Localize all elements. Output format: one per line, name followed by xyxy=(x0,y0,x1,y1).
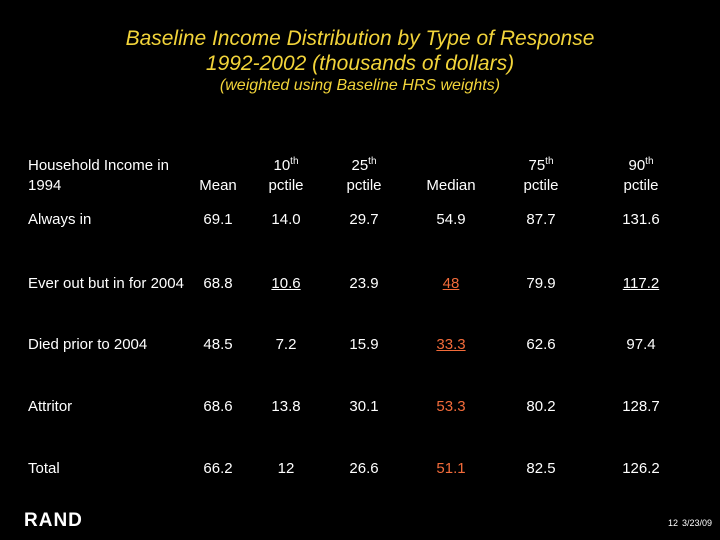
table-row: Total 66.2 12 26.6 51.1 82.5 126.2 xyxy=(26,448,696,490)
cell-25th: 30.1 xyxy=(349,398,379,415)
slide-title-line1: Baseline Income Distribution by Type of … xyxy=(125,27,595,50)
income-distribution-table: Household Income in 1994 Mean 10th pctile… xyxy=(26,152,696,490)
slide-footer: 12 3/23/09 xyxy=(664,518,712,528)
cell-10th: 7.2 xyxy=(275,336,297,353)
cell-median: 51.1 xyxy=(436,460,466,477)
cell-mean: 69.1 xyxy=(203,211,233,228)
slide-subtitle: (weighted using Baseline HRS weights) xyxy=(219,77,501,94)
page-number: 12 xyxy=(667,518,678,528)
cell-90th: 117.2 xyxy=(622,275,660,292)
row-label: Died prior to 2004 xyxy=(28,336,148,353)
cell-10th: 14.0 xyxy=(271,211,301,228)
table-row: Always in 69.1 14.0 29.7 54.9 87.7 131.6 xyxy=(26,196,696,244)
cell-75th: 79.9 xyxy=(526,275,556,292)
slide-date: 3/23/09 xyxy=(681,518,712,528)
header-median: Median xyxy=(426,177,476,194)
slide-title-line2: 1992-2002 (thousands of dollars) xyxy=(205,52,515,75)
cell-90th: 97.4 xyxy=(626,336,656,353)
cell-median: 54.9 xyxy=(436,211,466,228)
cell-75th: 87.7 xyxy=(526,211,556,228)
rand-logo: RAND xyxy=(24,510,83,531)
header-household-income: Household Income in 1994 xyxy=(28,157,169,194)
header-90th-pctile: 90th pctile xyxy=(623,156,659,195)
cell-median: 53.3 xyxy=(436,398,466,415)
cell-median: 33.3 xyxy=(436,336,466,353)
cell-mean: 48.5 xyxy=(203,336,233,353)
table-row: Died prior to 2004 48.5 7.2 15.9 33.3 62… xyxy=(26,324,696,366)
cell-10th: 10.6 xyxy=(271,275,301,292)
cell-90th: 128.7 xyxy=(622,398,660,415)
table-row: Attritor 68.6 13.8 30.1 53.3 80.2 128.7 xyxy=(26,366,696,448)
cell-10th: 13.8 xyxy=(271,398,301,415)
cell-90th: 126.2 xyxy=(622,460,660,477)
cell-mean: 66.2 xyxy=(203,460,233,477)
header-10th-pctile: 10th pctile xyxy=(268,156,304,195)
cell-mean: 68.6 xyxy=(203,398,233,415)
cell-25th: 29.7 xyxy=(349,211,379,228)
table-row: Ever out but in for 2004 68.8 10.6 23.9 … xyxy=(26,244,696,324)
cell-median: 48 xyxy=(442,275,460,292)
cell-25th: 15.9 xyxy=(349,336,379,353)
row-label: Total xyxy=(28,460,60,477)
cell-90th: 131.6 xyxy=(622,211,660,228)
row-label: Ever out but in for 2004 xyxy=(28,275,184,292)
cell-75th: 62.6 xyxy=(526,336,556,353)
cell-25th: 26.6 xyxy=(349,460,379,477)
header-75th-pctile: 75th pctile xyxy=(523,156,559,195)
header-25th-pctile: 25th pctile xyxy=(346,156,382,195)
row-label: Always in xyxy=(28,211,92,228)
row-label: Attritor xyxy=(28,398,73,415)
table-header-row: Household Income in 1994 Mean 10th pctile… xyxy=(26,152,696,196)
cell-mean: 68.8 xyxy=(203,275,233,292)
cell-75th: 82.5 xyxy=(526,460,556,477)
cell-10th: 12 xyxy=(277,460,295,477)
header-mean: Mean xyxy=(199,177,237,194)
cell-75th: 80.2 xyxy=(526,398,556,415)
cell-25th: 23.9 xyxy=(349,275,379,292)
